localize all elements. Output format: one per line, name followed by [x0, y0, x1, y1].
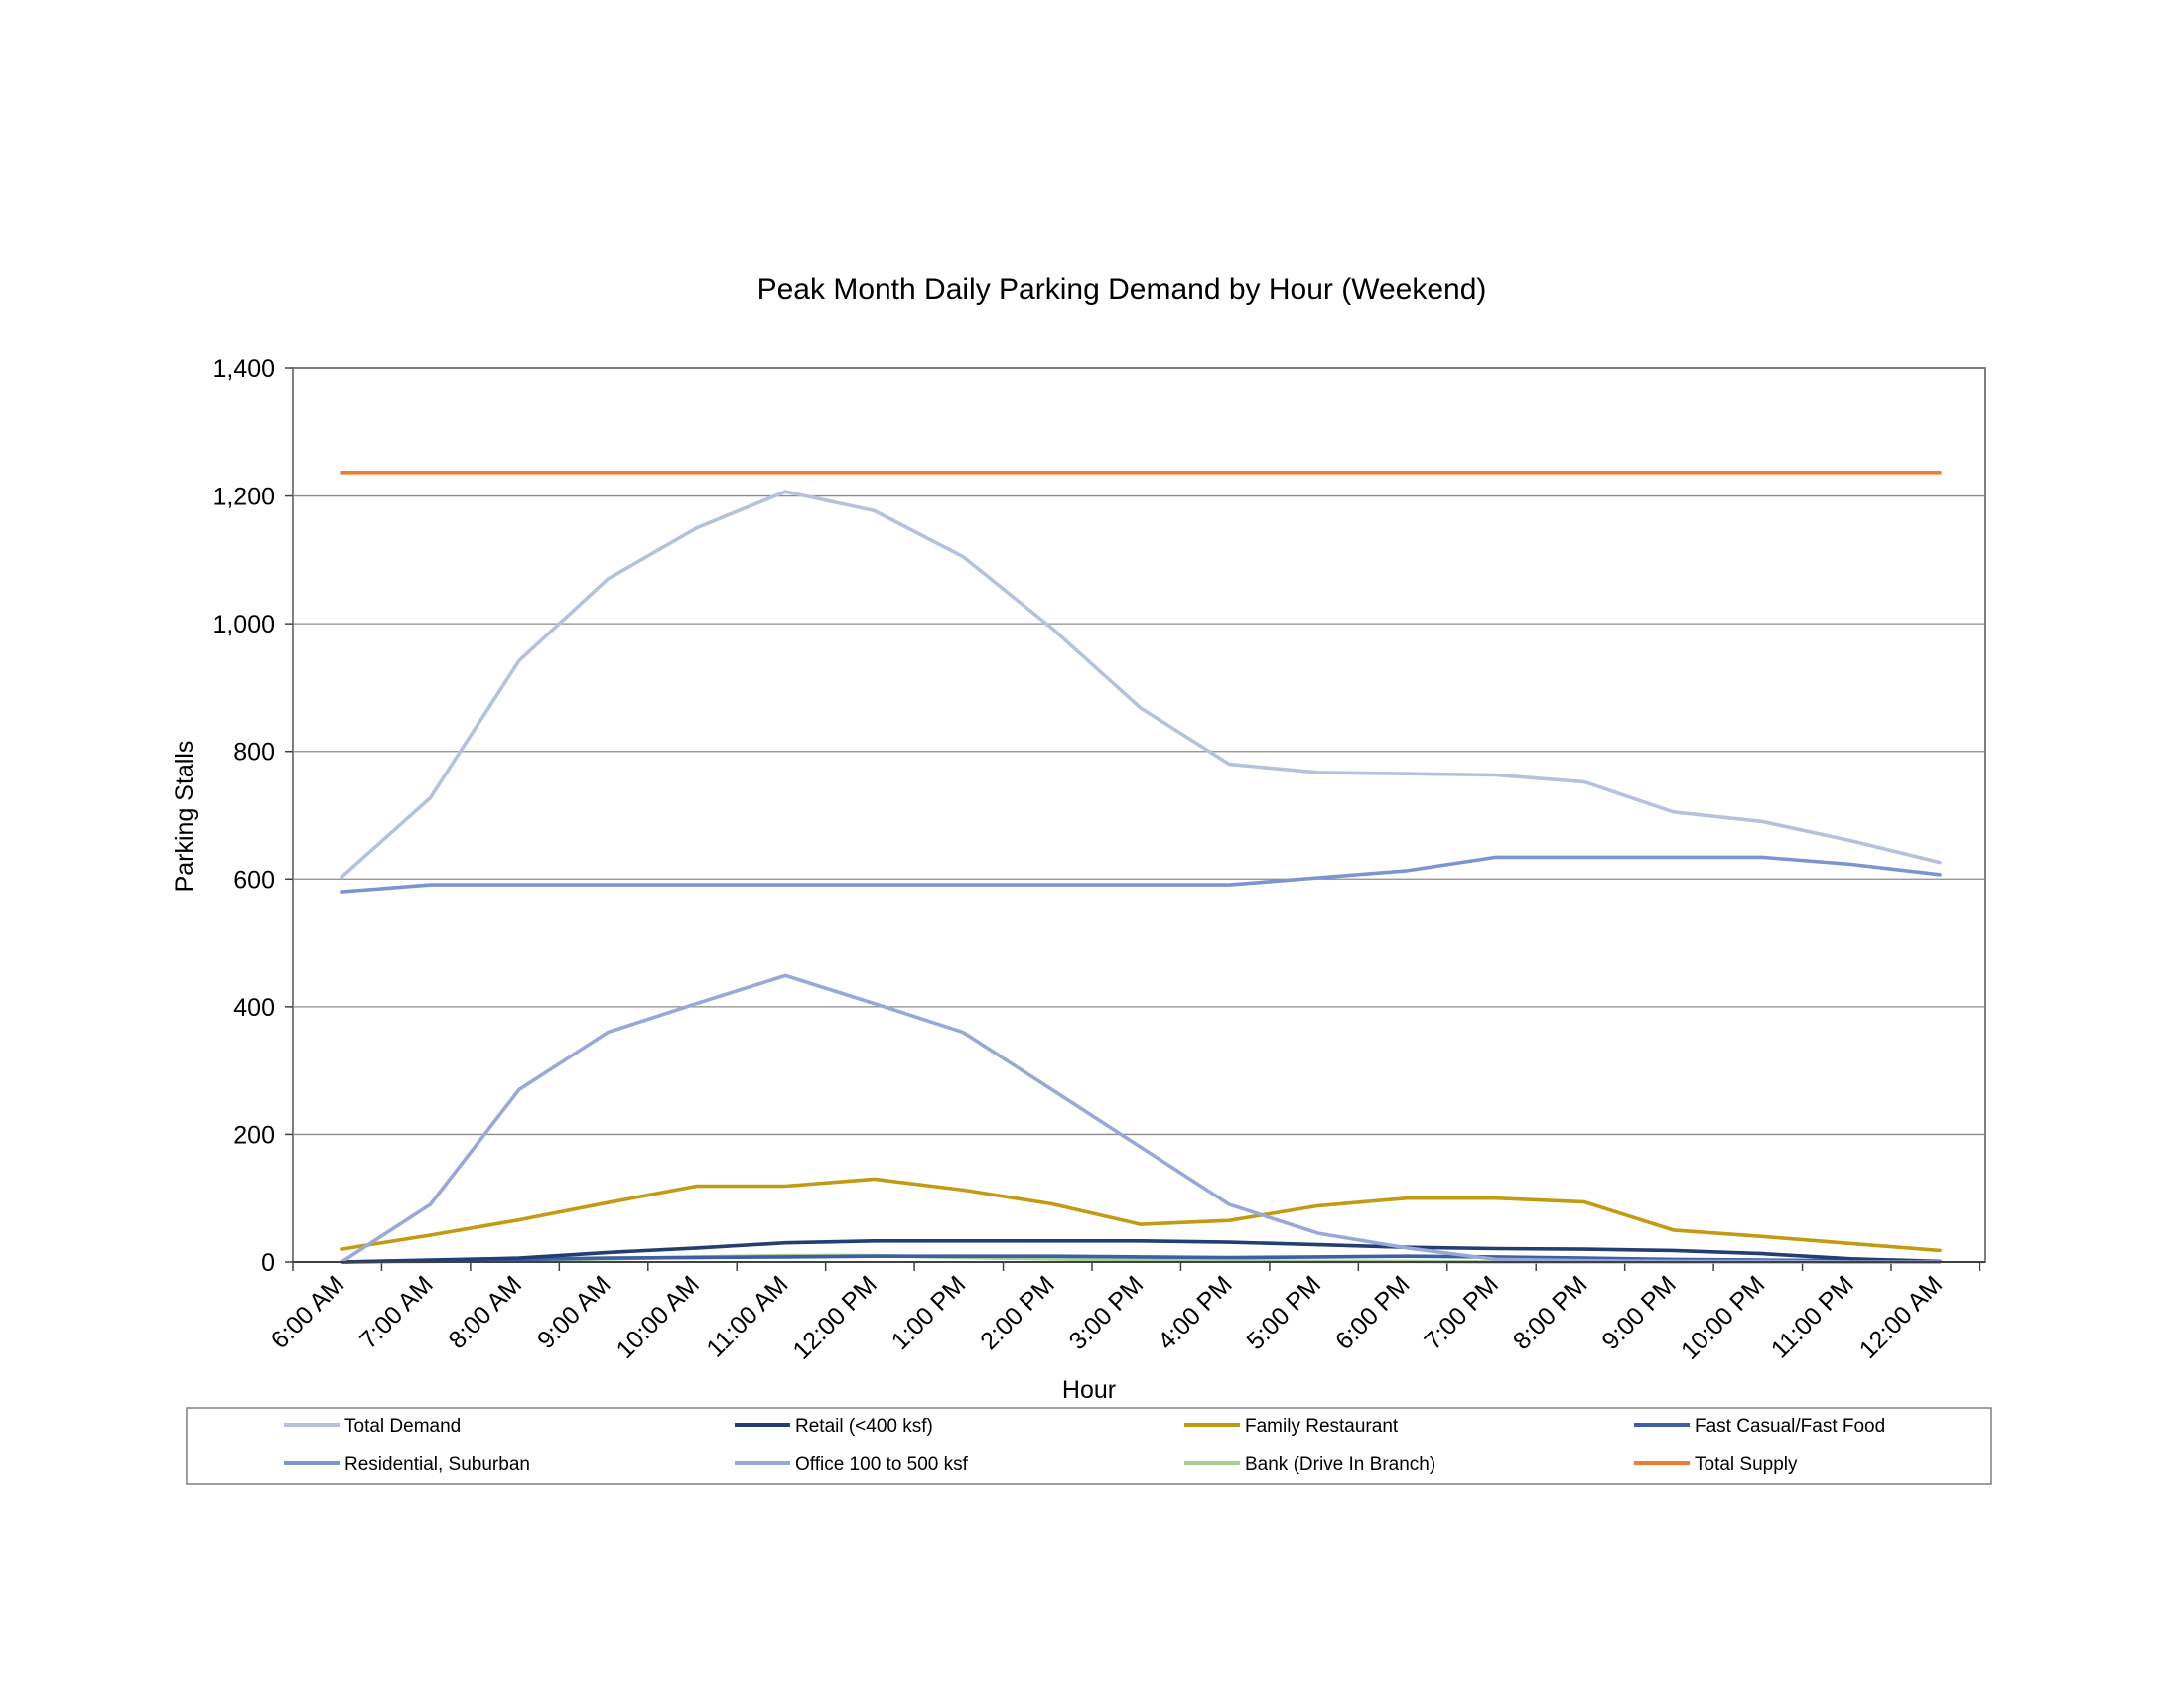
legend: Total Demand Retail (<400 ksf) Family Rest…	[284, 1416, 1885, 1475]
x-tick-label: 11:00 AM	[701, 1270, 793, 1362]
legend-box	[186, 1407, 1992, 1485]
legend-label: Residential, Suburban	[344, 1454, 530, 1475]
x-tick-label: 11:00 PM	[1766, 1270, 1859, 1363]
series-line	[340, 1254, 1942, 1264]
y-tick-label: 1,200	[212, 484, 275, 511]
series-line	[340, 1177, 1942, 1253]
x-tick-label: 10:00 AM	[612, 1270, 705, 1363]
x-tick-label: 8:00 AM	[443, 1270, 527, 1354]
x-tick-label: 10:00 PM	[1676, 1270, 1770, 1364]
y-axis-title: Parking Stalls	[171, 741, 199, 893]
x-tick-label: 12:00 AM	[1854, 1270, 1948, 1363]
y-tick-label: 200	[233, 1121, 275, 1149]
y-axis-ticks: 0 200 400 600 800 1,000 1,200 1,400	[212, 355, 293, 1277]
legend-label: Office 100 to 500 ksf	[795, 1454, 969, 1475]
x-tick-label: 3:00 PM	[1064, 1270, 1150, 1355]
series-line	[340, 490, 1942, 880]
x-tick-label: 9:00 AM	[532, 1270, 616, 1354]
x-tick-label: 8:00 PM	[1508, 1270, 1593, 1355]
x-tick-label: 2:00 PM	[975, 1270, 1060, 1355]
x-tick-label: 5:00 PM	[1241, 1270, 1326, 1355]
series-line	[340, 973, 1942, 1264]
series-line	[340, 855, 1942, 894]
gridlines	[293, 494, 1985, 1136]
x-tick-label: 4:00 PM	[1153, 1270, 1238, 1355]
legend-label: Total Demand	[344, 1416, 461, 1437]
x-tick-label: 7:00 AM	[354, 1270, 439, 1354]
y-tick-label: 0	[261, 1249, 275, 1277]
legend-label: Total Supply	[1695, 1454, 1798, 1475]
x-tick-label: 9:00 PM	[1596, 1270, 1682, 1355]
x-tick-label: 6:00 PM	[1330, 1270, 1416, 1355]
y-tick-label: 1,400	[212, 355, 275, 383]
chart-title: Peak Month Daily Parking Demand by Hour …	[757, 273, 1487, 306]
legend-label: Family Restaurant	[1245, 1416, 1399, 1437]
series-line	[340, 1239, 1942, 1264]
y-tick-label: 400	[233, 994, 275, 1022]
series-lines	[340, 470, 1942, 1264]
y-tick-label: 1,000	[212, 611, 275, 638]
x-axis-title: Hour	[1062, 1376, 1116, 1404]
legend-label: Fast Casual/Fast Food	[1695, 1416, 1885, 1437]
y-tick-label: 600	[233, 866, 275, 894]
legend-label: Bank (Drive In Branch)	[1245, 1454, 1435, 1475]
x-tick-label: 7:00 PM	[1419, 1270, 1504, 1355]
y-tick-label: 800	[233, 739, 275, 767]
x-tick-label: 1:00 PM	[887, 1270, 972, 1355]
legend-label: Retail (<400 ksf)	[795, 1416, 933, 1437]
plot-area-border	[292, 367, 1986, 1263]
x-tick-label: 6:00 AM	[266, 1270, 350, 1354]
x-tick-label: 12:00 PM	[787, 1270, 882, 1364]
